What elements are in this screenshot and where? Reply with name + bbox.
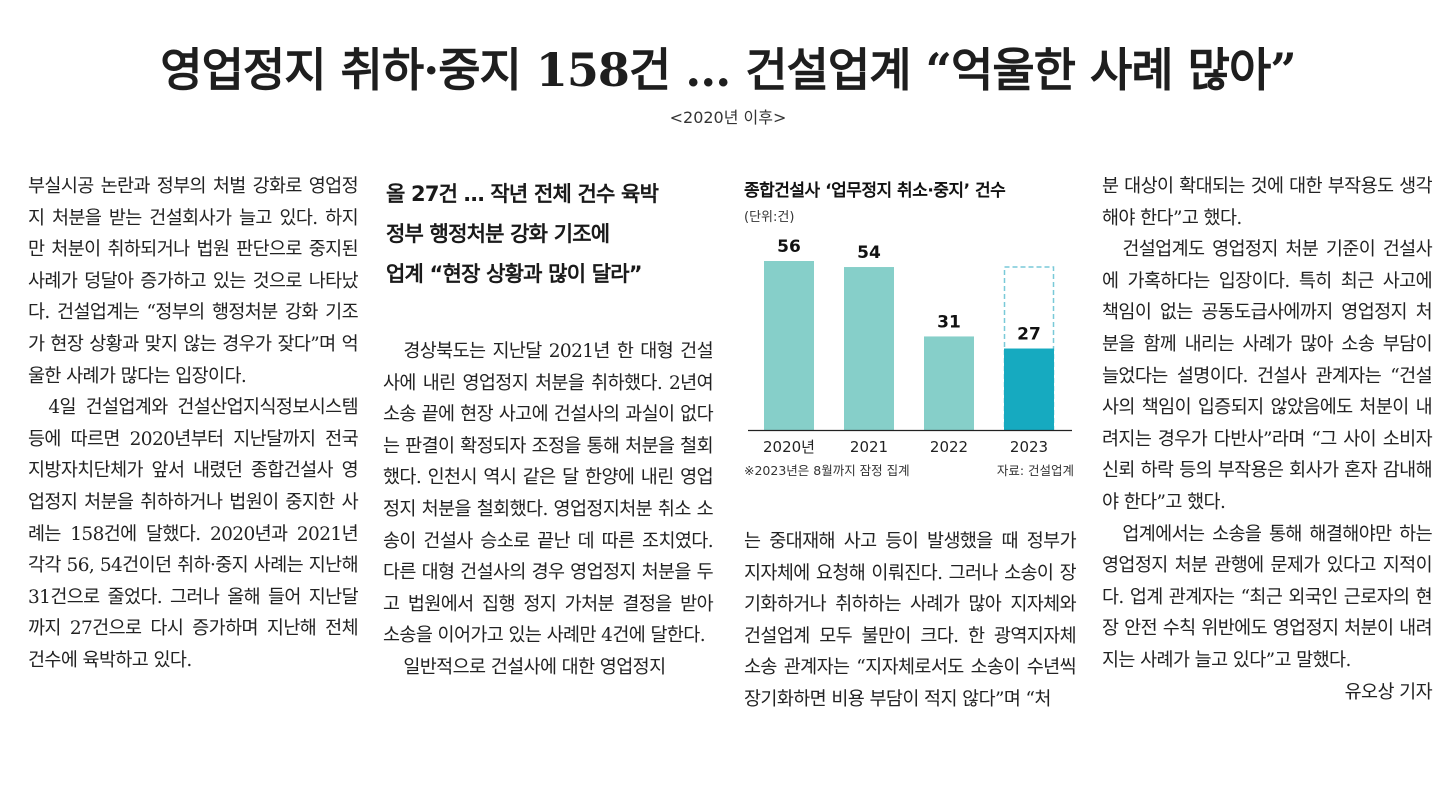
paragraph: 건설업계도 영업정지 처분 기준이 건설사에 가혹하다는 입장이다. 특히 최근… bbox=[1102, 239, 1433, 513]
data-label: 31 bbox=[937, 312, 961, 332]
x-tick-label: 2022 bbox=[930, 438, 968, 456]
paragraph: 업계에서는 소송을 통해 해결해야만 하는 영업정지 처분 관행에 문제가 있다… bbox=[1102, 519, 1433, 703]
paragraph: 부실시공 논란과 정부의 처벌 강화로 영업정지 처분을 받는 건설회사가 늘고… bbox=[28, 176, 359, 387]
bar-chart: 종합건설사 ‘업무정지 취소·중지’ 건수 (단위:건) 56 2020년 54 20… bbox=[744, 176, 1076, 486]
article-column-1: 부실시공 논란과 정부의 처벌 강화로 영업정지 처분을 받는 건설회사가 늘고… bbox=[28, 171, 359, 677]
headline: 영업정지 취하·중지 158건 … 건설업계 “억울한 사례 많아” bbox=[160, 43, 1296, 97]
paragraph: 는 중대재해 사고 등이 발생했을 때 정부가 지자체에 요청해 이뤄진다. 그… bbox=[744, 531, 1077, 710]
chart-plot: 56 2020년 54 2021 31 2022 27 2023 bbox=[748, 237, 1072, 456]
x-tick-label: 2023 bbox=[1010, 438, 1048, 456]
data-label: 27 bbox=[1017, 325, 1041, 345]
x-tick-label: 2021 bbox=[850, 438, 888, 456]
paragraph-text: 업계에서는 소송을 통해 해결해야만 하는 영업정지 처분 관행에 문제가 있다… bbox=[1102, 523, 1433, 671]
article-column-2: 경상북도는 지난달 2021년 한 대형 건설사에 내린 영업정지 처분을 취하… bbox=[383, 336, 714, 684]
deck-line: 올 27건 … 작년 전체 건수 육박 bbox=[386, 182, 659, 206]
paragraph: 경상북도는 지난달 2021년 한 대형 건설사에 내린 영업정지 처분을 취하… bbox=[383, 341, 714, 647]
data-label: 54 bbox=[857, 243, 881, 263]
subhead: <2020년 이후> bbox=[669, 108, 787, 127]
chart-source: 자료: 건설업계 bbox=[996, 463, 1074, 478]
paragraph: 일반적으로 건설사에 대한 영업정지 bbox=[403, 656, 666, 678]
chart-unit: (단위:건) bbox=[744, 210, 795, 225]
deck-line: 정부 행정처분 강화 기조에 bbox=[386, 222, 610, 246]
x-tick-label: 2020년 bbox=[763, 438, 815, 456]
bar-2020년 bbox=[764, 261, 814, 430]
article-deck: 올 27건 … 작년 전체 건수 육박 정부 행정처분 강화 기조에 업계 “현… bbox=[386, 174, 716, 294]
bar-2021 bbox=[844, 267, 894, 430]
chart-title: 종합건설사 ‘업무정지 취소·중지’ 건수 bbox=[744, 181, 1006, 201]
data-label: 56 bbox=[777, 237, 801, 257]
chart-note: ※2023년은 8월까지 잠정 집계 bbox=[744, 463, 910, 478]
byline: 유오상 기자 bbox=[1344, 681, 1433, 703]
article-column-3: 는 중대재해 사고 등이 발생했을 때 정부가 지자체에 요청해 이뤄진다. 그… bbox=[744, 526, 1077, 716]
article-column-4: 분 대상이 확대되는 것에 대한 부작용도 생각해야 한다”고 했다. 건설업계… bbox=[1102, 171, 1433, 708]
deck-line: 업계 “현장 상황과 많이 달라” bbox=[386, 262, 643, 286]
paragraph: 4일 건설업계와 건설산업지식정보시스템 등에 따르면 2020년부터 지난달까… bbox=[28, 397, 359, 671]
bar-2022 bbox=[924, 336, 974, 430]
paragraph: 분 대상이 확대되는 것에 대한 부작용도 생각해야 한다”고 했다. bbox=[1102, 176, 1433, 229]
bar-2023 bbox=[1004, 348, 1054, 430]
